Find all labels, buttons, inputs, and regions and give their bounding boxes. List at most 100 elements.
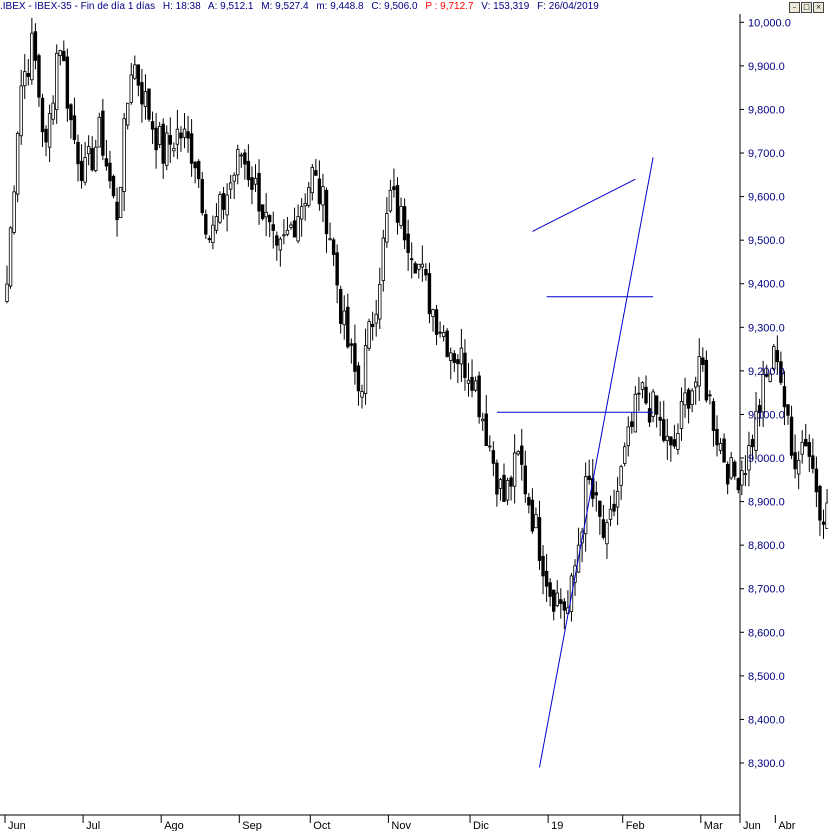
y-tick-label: 9,800.0 bbox=[748, 104, 785, 116]
candle bbox=[47, 104, 52, 163]
y-axis: 8,300.0 8,400.0 8,500.0 8,600.0 8,700.0 8,800… bbox=[739, 14, 791, 815]
x-tick-label: Jun bbox=[743, 820, 761, 831]
candle bbox=[108, 150, 112, 189]
candle bbox=[381, 229, 385, 292]
candle bbox=[299, 198, 304, 237]
candle bbox=[94, 139, 98, 173]
candle bbox=[502, 463, 506, 503]
candle bbox=[289, 221, 293, 230]
y-tick-label: 9,500.0 bbox=[748, 235, 785, 247]
candle bbox=[644, 375, 648, 405]
candle bbox=[821, 509, 826, 539]
candle bbox=[466, 362, 471, 397]
candle bbox=[40, 93, 45, 148]
candle bbox=[165, 125, 169, 171]
candle bbox=[686, 387, 691, 424]
candle bbox=[335, 244, 339, 304]
candle bbox=[133, 55, 137, 81]
candle bbox=[630, 412, 634, 434]
candle bbox=[303, 193, 307, 221]
candle bbox=[537, 500, 542, 570]
trendline bbox=[532, 178, 636, 232]
candle bbox=[601, 504, 606, 540]
candle bbox=[260, 204, 265, 221]
candle bbox=[757, 398, 762, 427]
candle bbox=[669, 436, 673, 462]
candle bbox=[207, 235, 212, 243]
candle bbox=[15, 131, 20, 203]
y-tick-label: 8,900.0 bbox=[748, 497, 785, 509]
candle bbox=[26, 58, 30, 86]
candle bbox=[505, 477, 510, 506]
candle bbox=[317, 160, 322, 211]
candle bbox=[488, 435, 492, 452]
candle bbox=[409, 242, 414, 279]
candle bbox=[626, 416, 630, 457]
candle bbox=[90, 136, 94, 172]
candle bbox=[665, 418, 669, 460]
candle bbox=[459, 328, 464, 382]
high-label: H: 18:38 bbox=[162, 1, 201, 12]
candle bbox=[221, 186, 226, 220]
candle bbox=[441, 325, 446, 342]
candle bbox=[598, 500, 602, 535]
volume-label: V: 153,319 bbox=[481, 1, 530, 12]
candle bbox=[449, 347, 453, 380]
candle bbox=[182, 113, 187, 149]
candle bbox=[452, 350, 456, 372]
candle bbox=[72, 97, 77, 145]
x-tick-label: Jun bbox=[8, 820, 26, 831]
candle bbox=[236, 144, 240, 185]
candle bbox=[438, 321, 442, 338]
candle bbox=[473, 376, 478, 393]
candle bbox=[520, 428, 524, 481]
candle bbox=[456, 354, 460, 384]
candle bbox=[126, 102, 130, 130]
minimize-icon[interactable]: – bbox=[789, 2, 800, 13]
candle bbox=[733, 459, 737, 480]
candle bbox=[793, 434, 797, 479]
candle bbox=[694, 376, 698, 405]
candle bbox=[594, 481, 598, 512]
candle bbox=[722, 433, 726, 463]
candle bbox=[8, 226, 13, 289]
candle bbox=[168, 117, 172, 163]
candle bbox=[360, 384, 364, 409]
candle bbox=[583, 462, 588, 552]
candle bbox=[314, 158, 318, 176]
candle bbox=[789, 405, 794, 460]
candle bbox=[484, 394, 488, 447]
candle bbox=[463, 339, 467, 391]
candle bbox=[62, 40, 66, 62]
candle bbox=[679, 387, 684, 441]
candle bbox=[480, 412, 485, 431]
candle bbox=[729, 452, 733, 480]
candle bbox=[37, 53, 41, 107]
candle bbox=[111, 174, 116, 199]
y-tick-label: 8,500.0 bbox=[748, 671, 785, 683]
candle bbox=[200, 172, 204, 216]
candle bbox=[33, 23, 38, 70]
candle bbox=[417, 263, 421, 279]
maximize-icon[interactable]: □ bbox=[801, 2, 812, 13]
x-tick-label: Sep bbox=[242, 820, 262, 831]
y-tick-label: 10,000.0 bbox=[748, 17, 791, 29]
candle bbox=[189, 119, 194, 177]
candle bbox=[282, 219, 286, 245]
candle bbox=[5, 265, 9, 304]
candle bbox=[370, 311, 375, 341]
candle bbox=[605, 519, 609, 559]
candle bbox=[58, 49, 62, 66]
x-tick-label: Nov bbox=[391, 820, 411, 831]
candle bbox=[654, 395, 659, 428]
candle bbox=[285, 217, 290, 237]
candle bbox=[19, 69, 23, 145]
candle bbox=[765, 364, 769, 378]
candle bbox=[374, 299, 378, 337]
prev-label: P : 9,712.7 bbox=[425, 1, 474, 12]
close-icon[interactable]: × bbox=[813, 2, 824, 13]
candle bbox=[225, 183, 229, 232]
candle bbox=[541, 545, 545, 595]
